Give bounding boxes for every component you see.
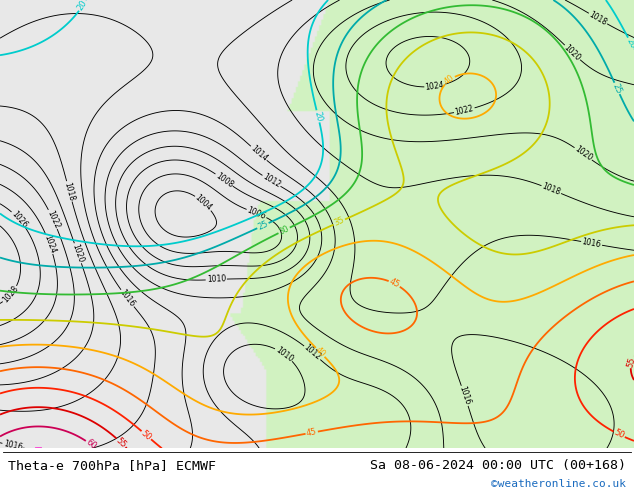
Text: 1020: 1020 [573, 145, 593, 163]
Text: 1008: 1008 [214, 171, 235, 189]
Text: 40: 40 [443, 74, 456, 87]
Text: 1004: 1004 [193, 193, 214, 213]
Text: 1010: 1010 [274, 345, 295, 364]
Text: 40: 40 [313, 345, 327, 359]
Text: 1014: 1014 [249, 144, 269, 163]
Text: 1012: 1012 [261, 172, 282, 190]
Text: 60: 60 [84, 438, 98, 451]
Text: 1018: 1018 [541, 182, 562, 197]
Text: Sa 08-06-2024 00:00 UTC (00+168): Sa 08-06-2024 00:00 UTC (00+168) [370, 459, 626, 472]
Text: 1012: 1012 [302, 343, 323, 362]
Text: 1016: 1016 [3, 440, 23, 452]
Text: 45: 45 [306, 427, 318, 438]
Text: 1024: 1024 [425, 80, 445, 92]
Text: 1026: 1026 [10, 209, 29, 230]
Text: 1024: 1024 [42, 233, 57, 254]
Text: 20: 20 [313, 110, 323, 122]
Text: 1022: 1022 [454, 104, 475, 117]
Text: 25: 25 [256, 220, 269, 232]
Text: 25: 25 [611, 82, 623, 95]
Text: 1022: 1022 [45, 209, 61, 230]
Text: 35: 35 [333, 216, 346, 228]
Text: 45: 45 [387, 277, 401, 290]
Text: 1018: 1018 [588, 10, 609, 27]
Text: 55: 55 [114, 436, 128, 450]
Text: 1018: 1018 [63, 181, 76, 202]
Text: 1010: 1010 [207, 274, 226, 284]
Text: 1016: 1016 [118, 288, 137, 309]
Text: 1020: 1020 [562, 43, 583, 62]
Text: 50: 50 [612, 428, 626, 441]
Text: 1020: 1020 [70, 243, 86, 264]
Text: 30: 30 [278, 224, 291, 237]
Text: ©weatheronline.co.uk: ©weatheronline.co.uk [491, 479, 626, 489]
Text: Theta-e 700hPa [hPa] ECMWF: Theta-e 700hPa [hPa] ECMWF [8, 459, 216, 472]
Text: 50: 50 [139, 428, 153, 442]
Text: 20: 20 [624, 36, 634, 50]
Text: 1016: 1016 [581, 237, 602, 249]
Text: 1016: 1016 [457, 385, 472, 406]
Text: 1028: 1028 [1, 284, 20, 305]
Text: 55: 55 [626, 356, 634, 368]
Text: 1006: 1006 [246, 205, 268, 221]
Text: 20: 20 [76, 0, 89, 12]
